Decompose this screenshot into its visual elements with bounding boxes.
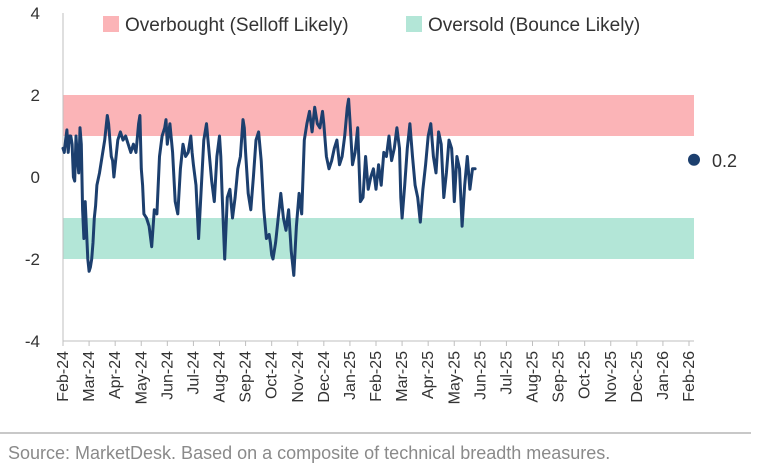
x-tick-label: Oct-25	[577, 351, 594, 399]
x-tick-label: Apr-25	[420, 351, 437, 399]
legend-label-overbought: Overbought (Selloff Likely)	[125, 15, 349, 36]
x-tick-label: Mar-24	[81, 351, 98, 402]
x-tick-label: Jan-25	[342, 351, 359, 400]
source-note: Source: MarketDesk. Based on a composite…	[8, 443, 611, 463]
y-tick-label: 0	[31, 168, 40, 187]
x-tick-label: Sep-25	[551, 351, 568, 403]
x-tick-label: Apr-24	[107, 351, 124, 399]
y-axis: 4 2 0 -2 -4	[25, 4, 64, 351]
y-tick-label: -2	[25, 250, 40, 269]
x-tick-label: Dec-24	[316, 351, 333, 403]
x-tick-label: Jan-26	[655, 351, 672, 400]
y-tick-label: 4	[31, 4, 40, 23]
x-tick-label: Feb-26	[681, 351, 698, 402]
legend-label-oversold: Oversold (Bounce Likely)	[428, 15, 640, 36]
x-tick-label: Feb-25	[368, 351, 385, 402]
legend: Overbought (Selloff Likely) Oversold (Bou…	[103, 15, 640, 36]
y-tick-label: 2	[31, 86, 40, 105]
end-value-label: 0.2	[712, 151, 737, 171]
x-axis: Feb-24 Mar-24 Apr-24 May-24 Jun-24 Jul-24 Aug-…	[55, 340, 698, 404]
x-tick-label: Nov-25	[603, 351, 620, 403]
legend-swatch-overbought	[103, 16, 119, 32]
series-layer: 0.2	[61, 97, 737, 277]
x-tick-label: Mar-25	[394, 351, 411, 402]
x-tick-label: Feb-24	[55, 351, 72, 402]
x-tick-label: May-25	[446, 351, 463, 404]
x-tick-label: Jul-25	[498, 351, 515, 395]
x-tick-label: Jun-25	[472, 351, 489, 400]
x-tick-label: Jul-24	[185, 351, 202, 395]
end-point-marker	[688, 153, 700, 166]
band-0	[63, 95, 694, 136]
x-tick-label: Aug-24	[212, 351, 229, 403]
x-tick-label: Oct-24	[264, 351, 281, 399]
x-tick-label: Nov-24	[290, 351, 307, 403]
band-1	[63, 218, 694, 259]
x-tick-label: May-24	[133, 351, 150, 404]
x-tick-label: Jun-24	[159, 351, 176, 400]
breadth-chart: 4 2 0 -2 -4 Feb-24 Mar-24 Apr-24 May-24 Jun-24 Ju…	[25, 4, 737, 404]
y-tick-label: -4	[25, 332, 40, 351]
x-tick-label: Aug-25	[525, 351, 542, 403]
x-tick-label: Sep-24	[238, 351, 255, 403]
source-divider	[0, 432, 751, 434]
legend-swatch-oversold	[406, 16, 422, 32]
x-tick-label: Dec-25	[629, 351, 646, 403]
series-line-0	[61, 97, 477, 277]
